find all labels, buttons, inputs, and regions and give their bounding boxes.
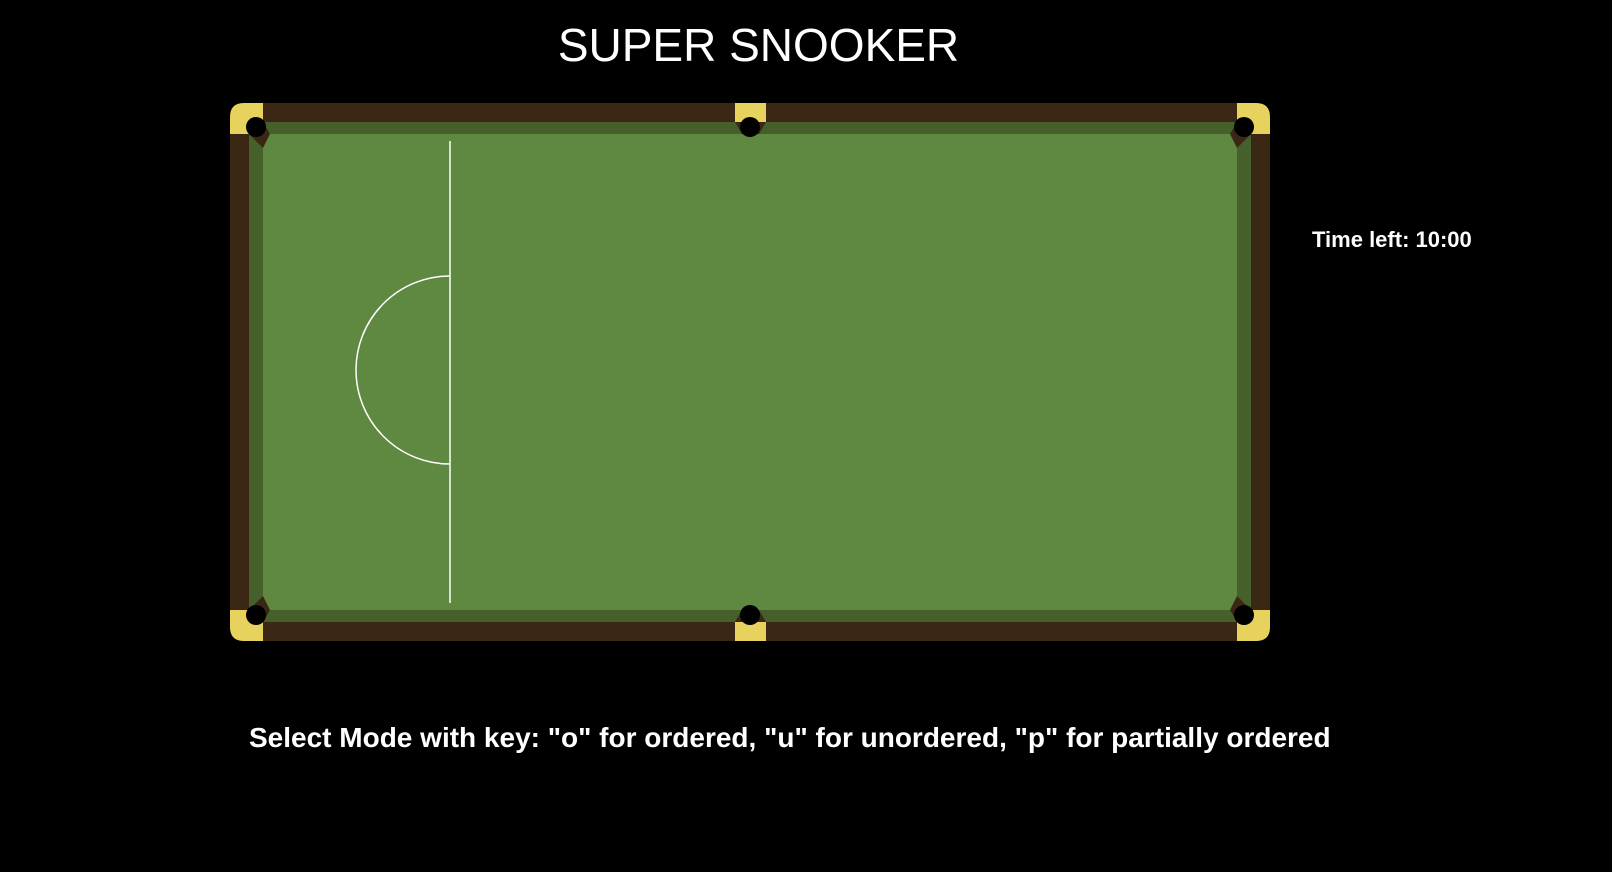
- pocket-plate-bottom-middle: [735, 622, 766, 641]
- cushion-bottom-left: [263, 610, 742, 622]
- cushion-left: [249, 134, 263, 610]
- game-title: SUPER SNOOKER: [557, 19, 960, 71]
- pocket-plate-bottom-left: [230, 610, 263, 641]
- mode-select-prompt: Select Mode with key: "o" for ordered, "…: [249, 722, 1331, 753]
- pocket-bottom-right[interactable]: [1234, 605, 1254, 625]
- pocket-plate-top-right: [1237, 103, 1270, 134]
- pocket-top-left[interactable]: [246, 117, 266, 137]
- pocket-plate-top-left: [230, 103, 263, 134]
- pocket-bottom-middle[interactable]: [740, 605, 760, 625]
- time-left-label: Time left: 10:00: [1312, 227, 1472, 252]
- cushion-bottom-right: [759, 610, 1237, 622]
- pockets: [246, 117, 1254, 625]
- cushion-right: [1237, 134, 1251, 610]
- cushions: [249, 122, 1251, 622]
- pocket-top-middle[interactable]: [740, 117, 760, 137]
- pocket-plates: [230, 103, 1270, 641]
- pocket-top-right[interactable]: [1234, 117, 1254, 137]
- pocket-plate-bottom-right: [1237, 610, 1270, 641]
- cushion-top-left: [263, 122, 742, 134]
- baulk-d: [355, 275, 451, 465]
- pocket-bottom-left[interactable]: [246, 605, 266, 625]
- table-cloth[interactable]: [263, 134, 1237, 610]
- cushion-top-right: [759, 122, 1237, 134]
- pocket-plate-top-middle: [735, 103, 766, 122]
